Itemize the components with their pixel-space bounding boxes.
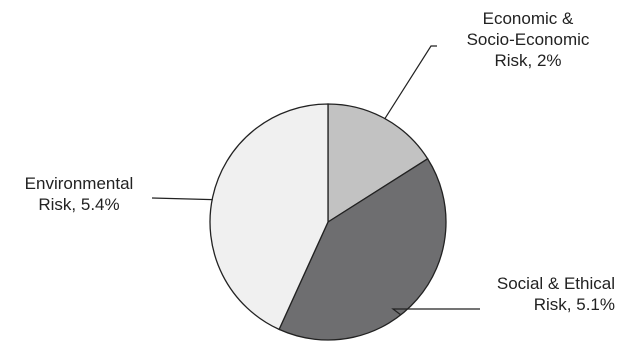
pie-slices: [209, 103, 447, 341]
leader-line-economic: [384, 45, 437, 120]
slice-label-environmental: Environmental Risk, 5.4%: [25, 174, 134, 214]
slice-label-social: Social & Ethical Risk, 5.1%: [497, 274, 615, 314]
slice-label-line: Economic &: [483, 9, 574, 28]
slice-labels: Economic & Socio-Economic Risk, 2% Social &…: [25, 9, 615, 314]
pie-slice-environmental: [209, 103, 329, 331]
slice-label-line: Environmental: [25, 174, 134, 193]
leader-lines: [151, 45, 480, 315]
slice-label-line: Socio-Economic: [467, 30, 590, 49]
slice-label-line: Social & Ethical: [497, 274, 615, 293]
leader-line-social: [391, 308, 480, 315]
leader-line-environmental: [151, 197, 213, 201]
slice-label-line: Risk, 2%: [494, 51, 561, 70]
slice-label-line: Risk, 5.1%: [534, 295, 615, 314]
slice-label-economic: Economic & Socio-Economic Risk, 2%: [467, 9, 590, 70]
pie-slice-social: [278, 157, 447, 341]
slice-label-line: Risk, 5.4%: [38, 195, 119, 214]
